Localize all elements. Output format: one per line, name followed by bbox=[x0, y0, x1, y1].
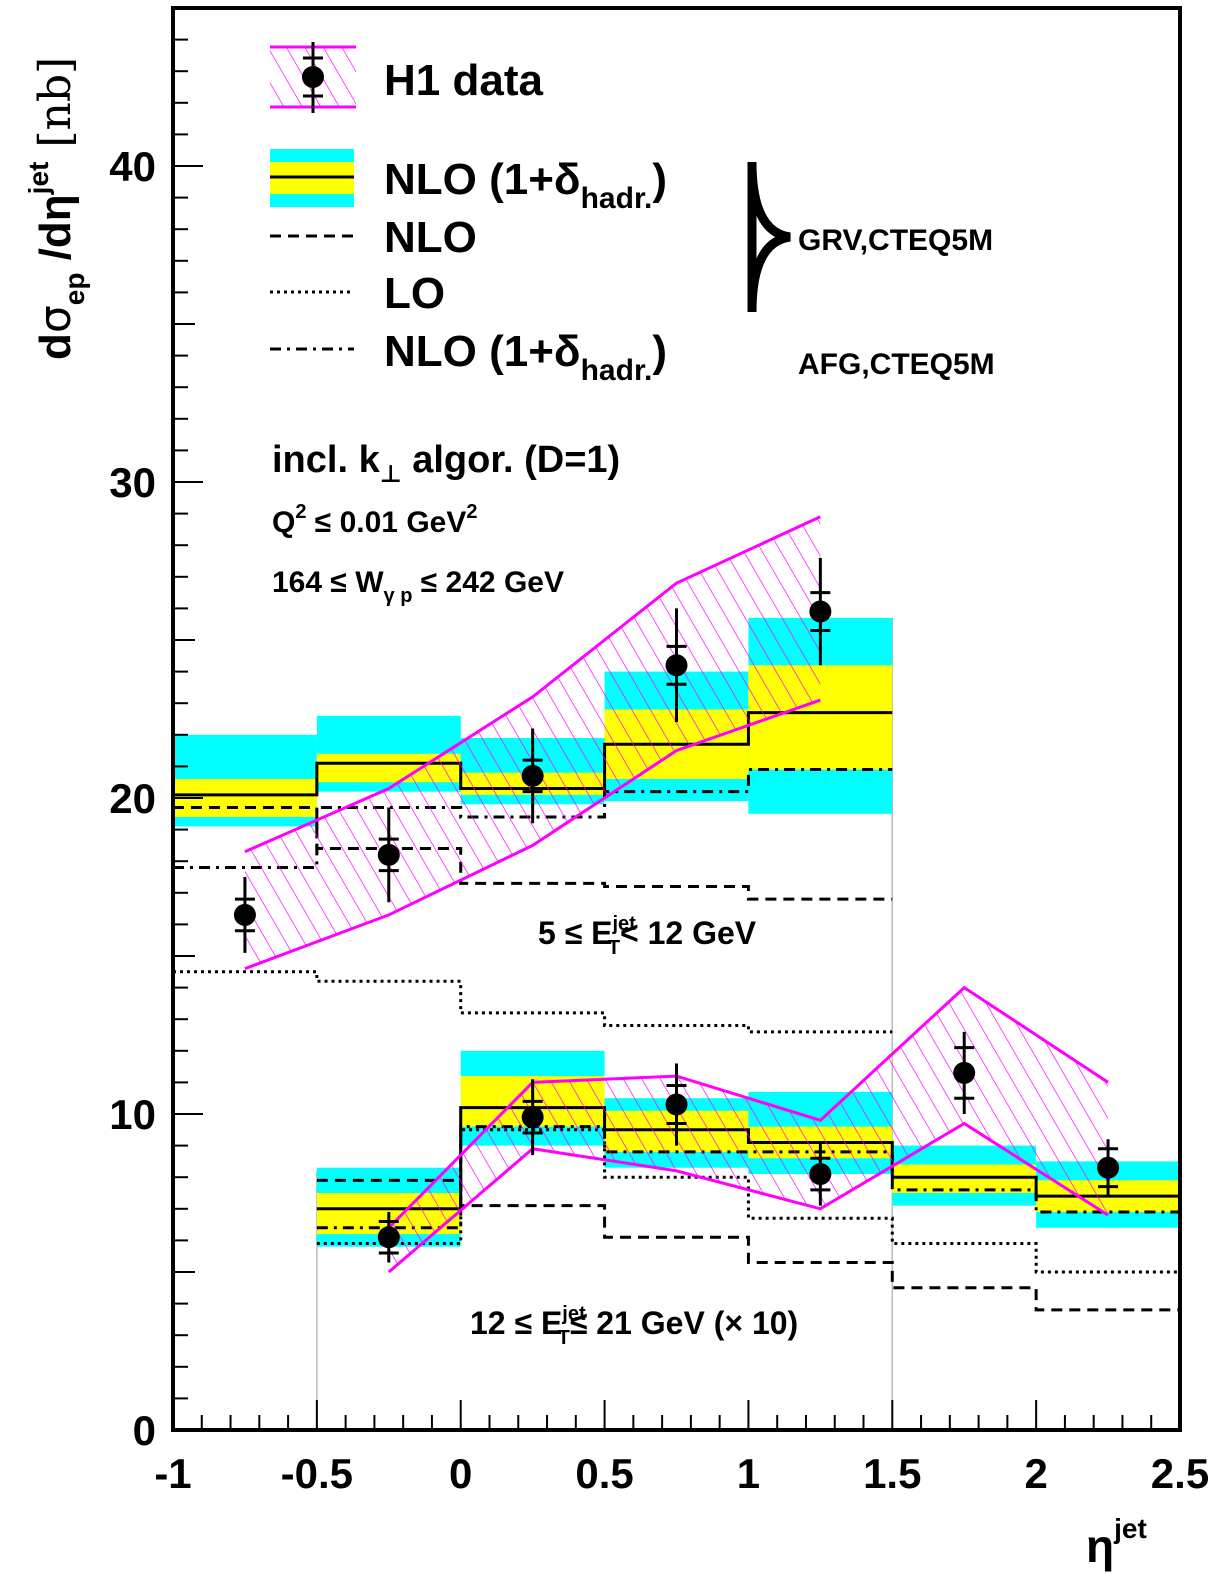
legend-h1-symbol bbox=[270, 42, 356, 113]
x-axis-title: ηjet bbox=[1086, 1513, 1147, 1572]
legend-pdf-grv: GRV,CTEQ5M bbox=[798, 224, 993, 257]
annotation-w-range: 164 ≤ Wγ p ≤ 242 GeV bbox=[272, 566, 564, 607]
low-et-sub: T bbox=[608, 937, 620, 959]
high-et-data-point-5 bbox=[1097, 1156, 1120, 1179]
low-et-data-band-lower bbox=[244, 698, 821, 971]
low-et-data-point-1 bbox=[377, 843, 400, 866]
high-et-data-point-0 bbox=[377, 1226, 400, 1249]
x-axis-sup: jet bbox=[1113, 1513, 1147, 1544]
y-tick-label-1: 10 bbox=[109, 1091, 156, 1138]
data-points bbox=[233, 557, 1120, 1263]
x-axis-symbol: η bbox=[1086, 1520, 1114, 1572]
low-et-data-band-upper bbox=[244, 515, 821, 854]
high-et-data-point-2 bbox=[665, 1093, 688, 1116]
high-et-data-point-4 bbox=[953, 1061, 976, 1084]
y-tick-label-2: 20 bbox=[109, 775, 156, 822]
low-et-data-point-3 bbox=[665, 654, 688, 677]
annotation-q2: Q2 ≤ 0.01 GeV2 bbox=[272, 501, 477, 539]
low-et-sup: jet bbox=[611, 913, 636, 935]
x-tick-label-6: 2 bbox=[1024, 1450, 1047, 1497]
y-tick-label-3: 30 bbox=[109, 459, 156, 506]
y-axis-sup: jet bbox=[23, 162, 54, 196]
low-et-data-point-2 bbox=[521, 764, 544, 787]
legend: H1 data NLO (1+δhadr.) NLO LO NLO (1+δha… bbox=[270, 42, 995, 387]
y-axis-unit: [nb] bbox=[30, 57, 81, 148]
y-axis-sigma: σ bbox=[30, 305, 81, 333]
high-et-inner-band-4 bbox=[892, 1164, 1037, 1193]
legend-h1-label: H1 data bbox=[384, 56, 543, 105]
low-et-data-point-0 bbox=[233, 903, 256, 926]
high-et-data-band-lower bbox=[387, 1121, 1109, 1274]
low-et-lo-line bbox=[173, 970, 893, 1034]
legend-nlo-afg-label: NLO (1+δhadr.) bbox=[384, 327, 667, 387]
legend-nlo-hadr-symbol bbox=[270, 149, 354, 207]
high-et-data-point-3 bbox=[809, 1163, 832, 1186]
annotation-algorithm: incl. k⊥ algor. (D=1) bbox=[272, 439, 620, 488]
legend-lo-label: LO bbox=[384, 269, 445, 318]
axis-ticks bbox=[172, 7, 1181, 1431]
legend-nlo-label: NLO bbox=[384, 213, 477, 262]
x-tick-label-2: 0 bbox=[449, 1450, 472, 1497]
high-et-data-band-fill bbox=[388, 987, 1109, 1272]
y-axis-sub: ep bbox=[59, 273, 90, 306]
plot-frame bbox=[171, 6, 1182, 1432]
high-et-data-point-1 bbox=[521, 1106, 544, 1129]
y-axis-mid: /dη bbox=[31, 194, 80, 272]
y-axis-d: d bbox=[31, 333, 80, 360]
x-tick-label-3: 0.5 bbox=[575, 1450, 633, 1497]
high-et-data-band-upper bbox=[387, 985, 1109, 1229]
high-et-sup: jet bbox=[561, 1303, 586, 1325]
x-tick-label-1: -0.5 bbox=[281, 1450, 353, 1497]
x-tick-label-0: -1 bbox=[154, 1450, 191, 1497]
annotation-high-et: 12 ≤ Ejet T≤ 21 GeV (× 10) bbox=[470, 1303, 798, 1349]
x-tick-label-7: 2.5 bbox=[1151, 1450, 1209, 1497]
low-et-data-point-4 bbox=[809, 600, 832, 623]
annotation-low-et: 5 ≤ Ejet T< 12 GeV bbox=[538, 913, 757, 959]
high-et-sub: T bbox=[558, 1327, 570, 1349]
x-tick-label-5: 1.5 bbox=[863, 1450, 921, 1497]
y-tick-label-0: 0 bbox=[133, 1407, 156, 1454]
legend-brace bbox=[747, 161, 791, 313]
y-tick-label-4: 40 bbox=[109, 143, 156, 190]
y-axis-title: dσep /dηjet [nb] bbox=[23, 57, 90, 360]
legend-pdf-afg: AFG,CTEQ5M bbox=[798, 348, 995, 381]
legend-nlo-hadr-label: NLO (1+δhadr.) bbox=[384, 155, 667, 215]
tick-labels: -1 -0.5 0 0.5 1 1.5 2 2.5 0 10 20 30 40 bbox=[109, 143, 1209, 1497]
x-tick-label-4: 1 bbox=[737, 1450, 760, 1497]
